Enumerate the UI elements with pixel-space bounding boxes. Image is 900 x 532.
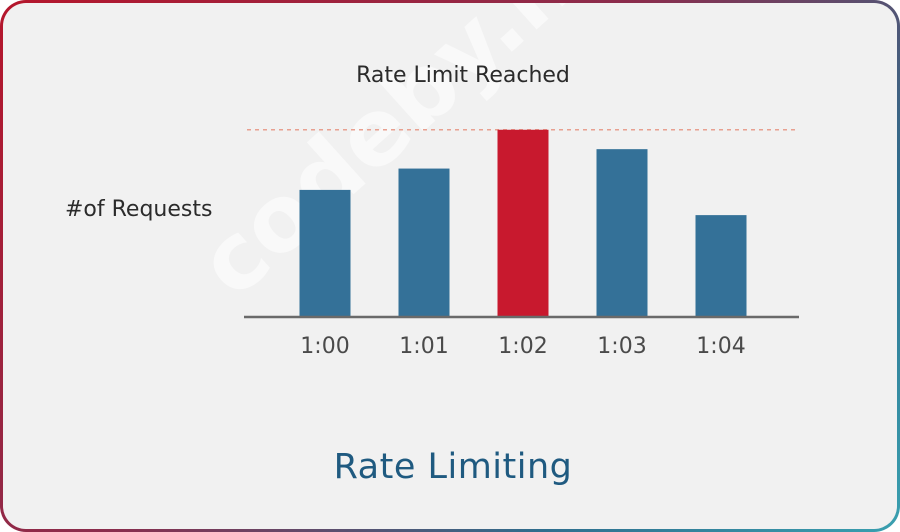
chart-card: codeby.net 1:00 1:01 1:02 1:03 1:04 Rate Lim… [3,3,897,529]
bar-chart: 1:00 1:01 1:02 1:03 1:04 [244,129,799,359]
bar-1:02 [497,129,549,316]
x-tick-labels: 1:00 1:01 1:02 1:03 1:04 [300,334,745,359]
x-tick-label: 1:03 [597,334,646,359]
chart-title: Rate Limiting [333,447,573,487]
x-tick-label: 1:00 [300,334,349,359]
x-tick-label: 1:02 [498,334,547,359]
x-tick-label: 1:04 [696,334,745,359]
x-tick-label: 1:01 [399,334,448,359]
bar-1:01 [398,168,450,316]
bar-1:00 [299,189,351,316]
bar-1:04 [695,215,747,316]
y-axis-label: #of Requests [65,197,213,222]
rate-limit-label: Rate Limit Reached [356,63,570,88]
bar-1:03 [596,149,648,316]
bars-group [299,129,747,316]
